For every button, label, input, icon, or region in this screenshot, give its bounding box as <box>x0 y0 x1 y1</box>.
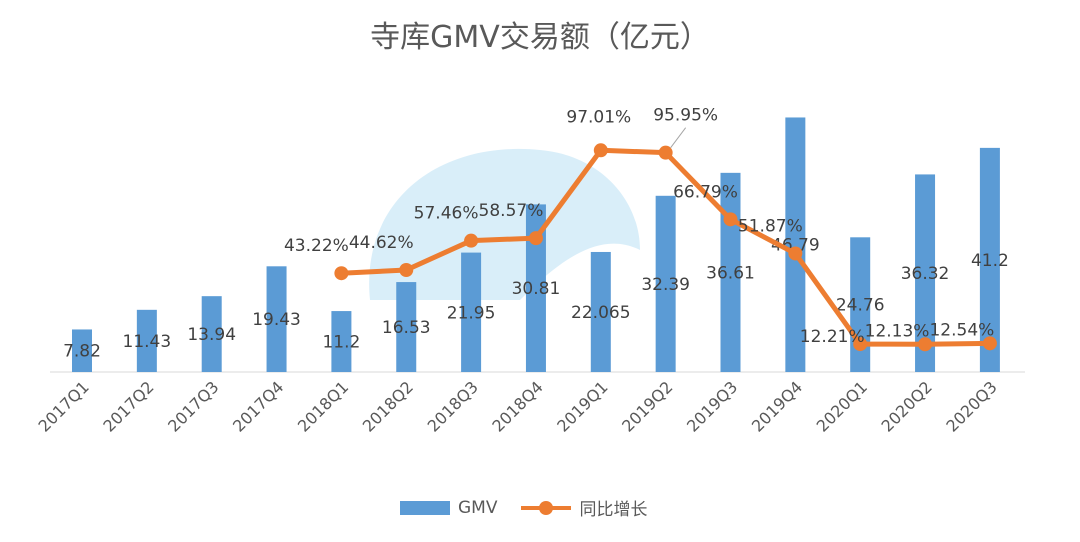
bar-data-label: 22.065 <box>571 303 630 323</box>
legend-swatch-growth <box>521 498 572 518</box>
bar-gmv <box>915 174 936 372</box>
growth-point <box>982 336 997 351</box>
growth-point <box>788 246 803 261</box>
bar-data-label: 7.82 <box>63 342 101 362</box>
bar-data-label: 30.81 <box>512 279 561 299</box>
chart-title: 寺库GMV交易额（亿元） <box>370 20 710 55</box>
bar-data-label: 36.32 <box>901 264 950 284</box>
bar-gmv <box>590 251 611 372</box>
x-tick-label: 2019Q2 <box>618 377 676 435</box>
x-tick-label: 2017Q4 <box>229 377 287 435</box>
growth-point <box>399 263 414 278</box>
growth-data-label: 44.62% <box>349 233 414 253</box>
legend-swatch-gmv <box>400 500 450 515</box>
bar-gmv <box>266 266 287 372</box>
growth-data-label: 12.21% <box>800 327 865 347</box>
bar-data-label: 11.2 <box>322 333 360 353</box>
growth-point <box>658 145 673 160</box>
growth-point <box>593 143 608 158</box>
x-tick-label: 2020Q1 <box>813 377 871 435</box>
x-tick-label: 2019Q3 <box>683 377 741 435</box>
bar-gmv <box>525 204 546 372</box>
growth-point <box>723 212 738 227</box>
growth-data-label: 66.79% <box>673 182 738 202</box>
bar-gmv <box>396 282 417 372</box>
bar-gmv <box>785 117 806 372</box>
growth-data-label: 51.87% <box>738 216 803 236</box>
growth-point <box>918 337 933 352</box>
bar-gmv <box>655 195 676 372</box>
growth-data-label: 43.22% <box>284 236 349 256</box>
bar-data-label: 19.43 <box>252 310 301 330</box>
growth-data-label: 12.54% <box>929 320 994 340</box>
legend-label-growth: 同比增长 <box>579 500 648 520</box>
growth-data-label: 95.95% <box>653 106 718 126</box>
bar-data-label: 24.76 <box>836 296 885 316</box>
x-tick-label: 2018Q1 <box>294 377 352 435</box>
growth-point <box>464 233 479 248</box>
bar-gmv <box>201 296 222 372</box>
bar-data-label: 41.2 <box>971 251 1009 271</box>
legend: GMV 同比增长 <box>400 495 647 520</box>
x-tick-label: 2017Q2 <box>99 377 157 435</box>
x-tick-label: 2017Q1 <box>34 377 92 435</box>
growth-point <box>334 266 349 281</box>
growth-data-label: 57.46% <box>414 204 479 224</box>
bar-gmv <box>979 147 1000 372</box>
bar-data-label: 46.79 <box>771 236 820 256</box>
x-tick-label: 2018Q4 <box>488 377 546 435</box>
x-tick-label: 2017Q3 <box>164 377 222 435</box>
legend-label-gmv: GMV <box>458 497 498 518</box>
growth-data-label: 97.01% <box>566 107 631 127</box>
bar-data-label: 16.53 <box>382 318 431 338</box>
x-tick-label: 2018Q3 <box>424 377 482 435</box>
bar-data-label: 11.43 <box>123 332 172 352</box>
x-tick-label: 2018Q2 <box>359 377 417 435</box>
leader-line <box>670 127 687 148</box>
growth-data-label: 58.57% <box>479 201 544 221</box>
bar-data-label: 13.94 <box>187 325 236 345</box>
bar-data-label: 32.39 <box>641 275 690 295</box>
x-tick-label: 2020Q2 <box>878 377 936 435</box>
x-tick-label: 2019Q4 <box>748 377 806 435</box>
bar-data-label: 21.95 <box>447 303 496 323</box>
bar-data-label: 36.61 <box>706 263 755 283</box>
bar-gmv <box>72 329 92 372</box>
bar-gmv <box>136 309 157 372</box>
x-tick-label: 2020Q3 <box>942 377 1000 435</box>
bar-gmv <box>331 311 352 372</box>
growth-point <box>528 231 543 246</box>
growth-data-label: 12.13% <box>865 321 930 341</box>
bar-gmv <box>461 252 482 372</box>
x-tick-label: 2019Q1 <box>553 377 611 435</box>
growth-point <box>853 337 868 352</box>
